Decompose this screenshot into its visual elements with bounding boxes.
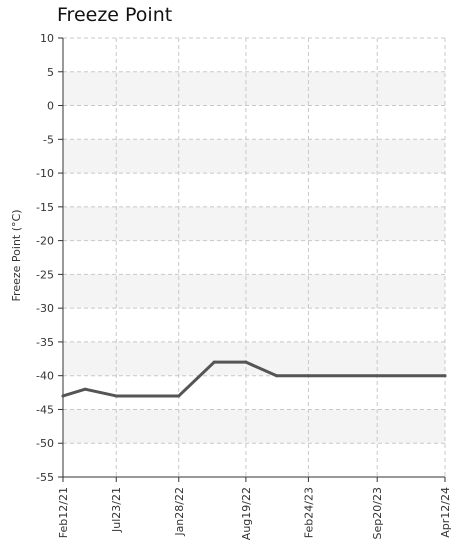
y-tick-label: -20 (36, 235, 54, 248)
y-tick-label: -30 (36, 302, 54, 315)
data-point (114, 394, 118, 398)
x-tick-label: Feb12/21 (57, 487, 70, 538)
y-tick-label: -40 (36, 370, 54, 383)
data-point (443, 374, 447, 378)
y-tick-label: -5 (43, 133, 54, 146)
data-point (306, 374, 310, 378)
grid-band (63, 409, 445, 444)
y-tick-label: -15 (36, 201, 54, 214)
x-tick-label: Sep20/23 (371, 487, 384, 539)
y-axis-title: Freeze Point (°C) (10, 210, 23, 302)
grid-band (63, 341, 445, 376)
grid-band (63, 71, 445, 106)
y-tick-label: -25 (36, 268, 54, 281)
chart-title: Freeze Point (57, 4, 173, 26)
data-point (244, 360, 248, 364)
y-tick-label: 0 (47, 100, 54, 113)
y-tick-label: -45 (36, 403, 54, 416)
grid-band (63, 139, 445, 174)
series-line (61, 360, 447, 398)
data-point (212, 360, 216, 364)
x-tick-label: Jul23/21 (110, 487, 123, 533)
data-point (61, 394, 65, 398)
x-tick-label: Aug19/22 (240, 487, 253, 540)
y-tick-label: 5 (47, 66, 54, 79)
x-tick-label: Feb24/23 (302, 487, 315, 538)
y-tick-label: -55 (36, 471, 54, 484)
data-point (83, 387, 87, 391)
y-tick-label: -35 (36, 336, 54, 349)
x-tick-label: Jan28/22 (173, 487, 186, 537)
y-tick-label: 10 (40, 32, 54, 45)
y-tick-label: -50 (36, 437, 54, 450)
data-point (275, 374, 279, 378)
x-tick-label: Apr12/24 (439, 487, 452, 538)
y-tick-label: -10 (36, 167, 54, 180)
data-point (177, 394, 181, 398)
grid-band (63, 274, 445, 309)
data-point (375, 374, 379, 378)
grid-band (63, 206, 445, 241)
